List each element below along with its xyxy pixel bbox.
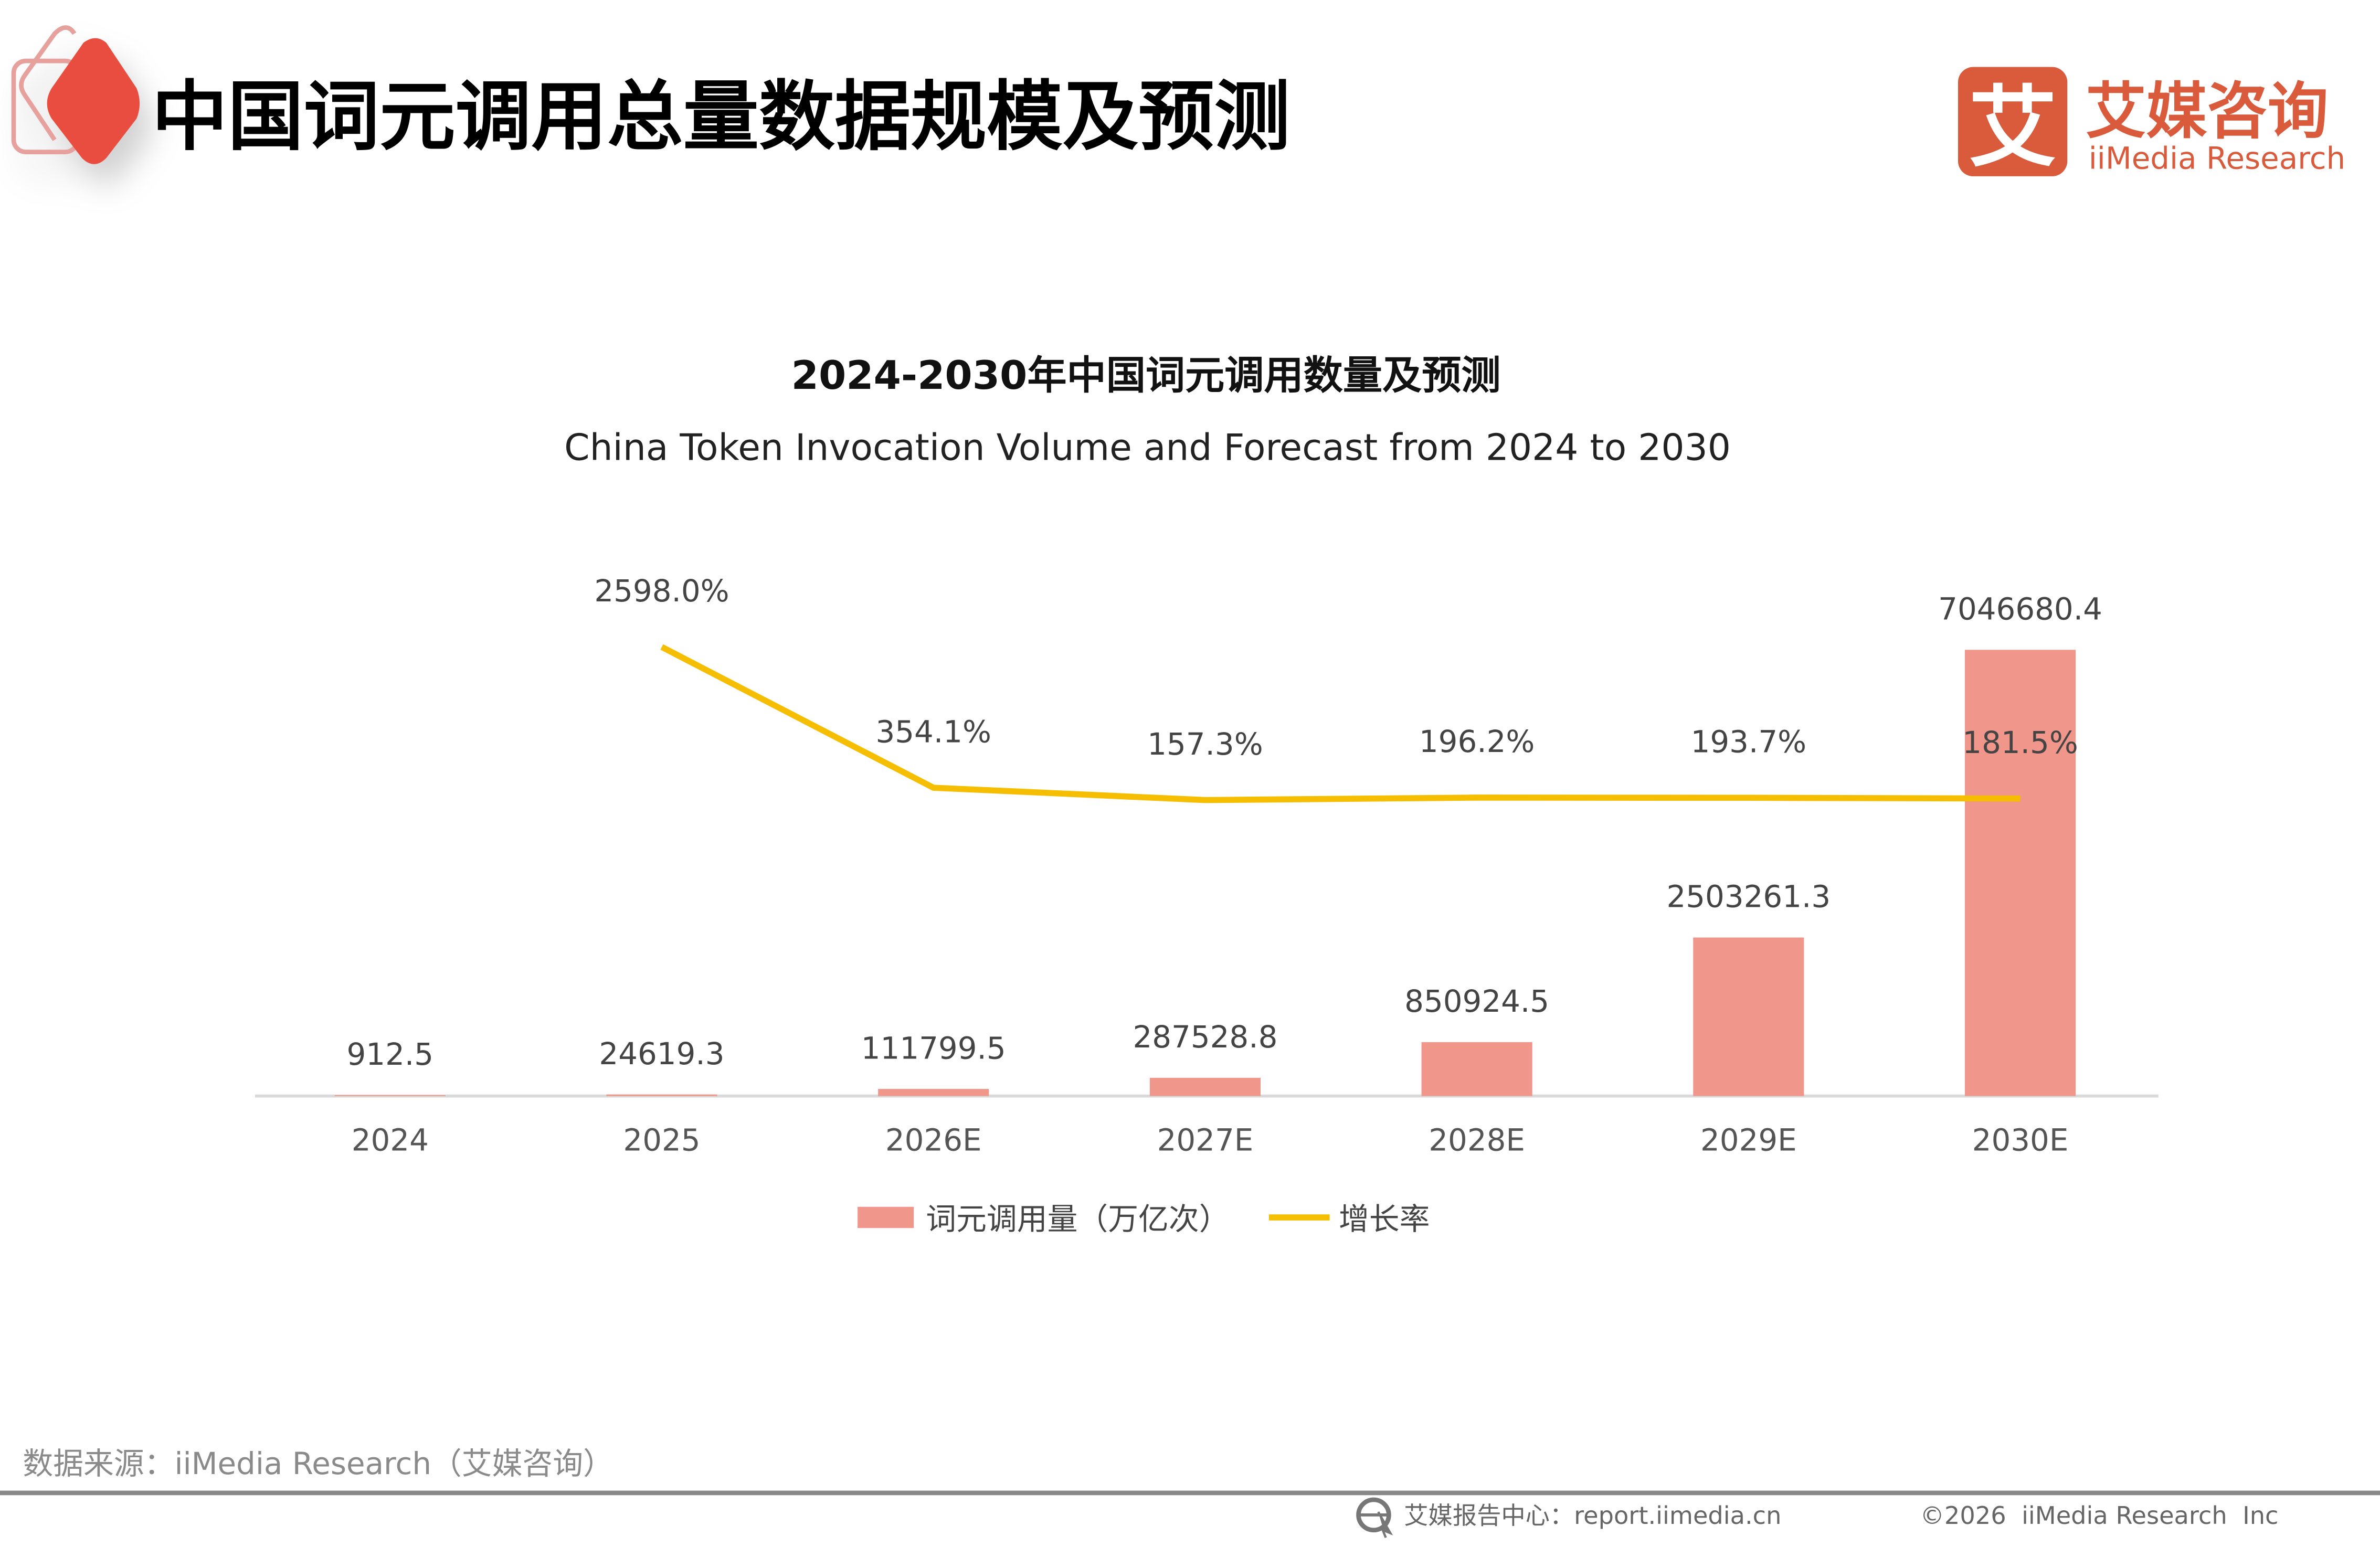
bar [1421,1042,1532,1096]
growth-rate-label: 181.5% [1962,725,2078,760]
globe-cursor-icon [1356,1497,1393,1539]
x-tick-label: 2025 [623,1122,700,1158]
growth-rate-label: 196.2% [1419,724,1535,759]
legend-bar-label: 词元调用量（万亿次） [926,1201,1229,1237]
legend-line-label: 增长率 [1339,1201,1430,1237]
svg-text:iiMedia Research: iiMedia Research [2089,140,2345,176]
data-source: 数据来源：iiMedia Research（艾媒咨询） [23,1446,613,1481]
x-tick-label: 2026E [885,1122,982,1158]
copyright: ©2026 iiMedia Research Inc [1920,1501,2279,1530]
page-title: 中国词元调用总量数据规模及预测 [152,73,1290,161]
bar-value-label: 111799.5 [861,1030,1006,1066]
growth-rate-label: 2598.0% [594,573,729,609]
bar-value-label: 24619.3 [599,1036,724,1072]
x-tick-label: 2029E [1700,1122,1797,1158]
x-tick-label: 2028E [1429,1122,1525,1158]
bar [1964,650,2076,1096]
x-tick-label: 2030E [1972,1122,2069,1158]
bar-value-label: 7046680.4 [1938,591,2102,627]
footer-divider [0,1490,2380,1496]
growth-rate-line [660,644,2021,803]
growth-rate-label: 157.3% [1147,726,1263,762]
bar-value-label: 912.5 [347,1036,434,1072]
legend: 词元调用量（万亿次） 增长率 [858,1201,1430,1237]
title-diamond-icon [11,25,140,164]
bar-value-label: 850924.5 [1404,983,1549,1019]
chart-title: 2024-2030年中国词元调用数量及预测 [791,352,1501,398]
legend-bar-swatch [858,1206,914,1228]
bar [1693,937,1804,1096]
bar [334,1095,446,1096]
x-tick-label: 2027E [1157,1122,1254,1158]
bar [1149,1077,1261,1096]
svg-text:艾媒咨询: 艾媒咨询 [2086,77,2329,147]
x-tick-label: 2024 [352,1122,429,1158]
chart-subtitle: China Token Invocation Volume and Foreca… [564,427,1731,469]
bar [878,1089,989,1096]
growth-rate-label: 354.1% [875,714,991,749]
growth-rate-point [2020,798,2021,799]
bar-value-label: 287528.8 [1133,1019,1277,1055]
iimedia-logo: 艾 艾媒咨询 iiMedia Research [1958,67,2345,179]
report-center-link[interactable]: 艾媒报告中心：report.iimedia.cn [1404,1501,1781,1530]
bar-value-label: 2503261.3 [1666,879,1831,915]
bar [606,1094,717,1096]
svg-text:艾: 艾 [1969,76,2057,179]
growth-rate-label: 193.7% [1691,724,1807,759]
